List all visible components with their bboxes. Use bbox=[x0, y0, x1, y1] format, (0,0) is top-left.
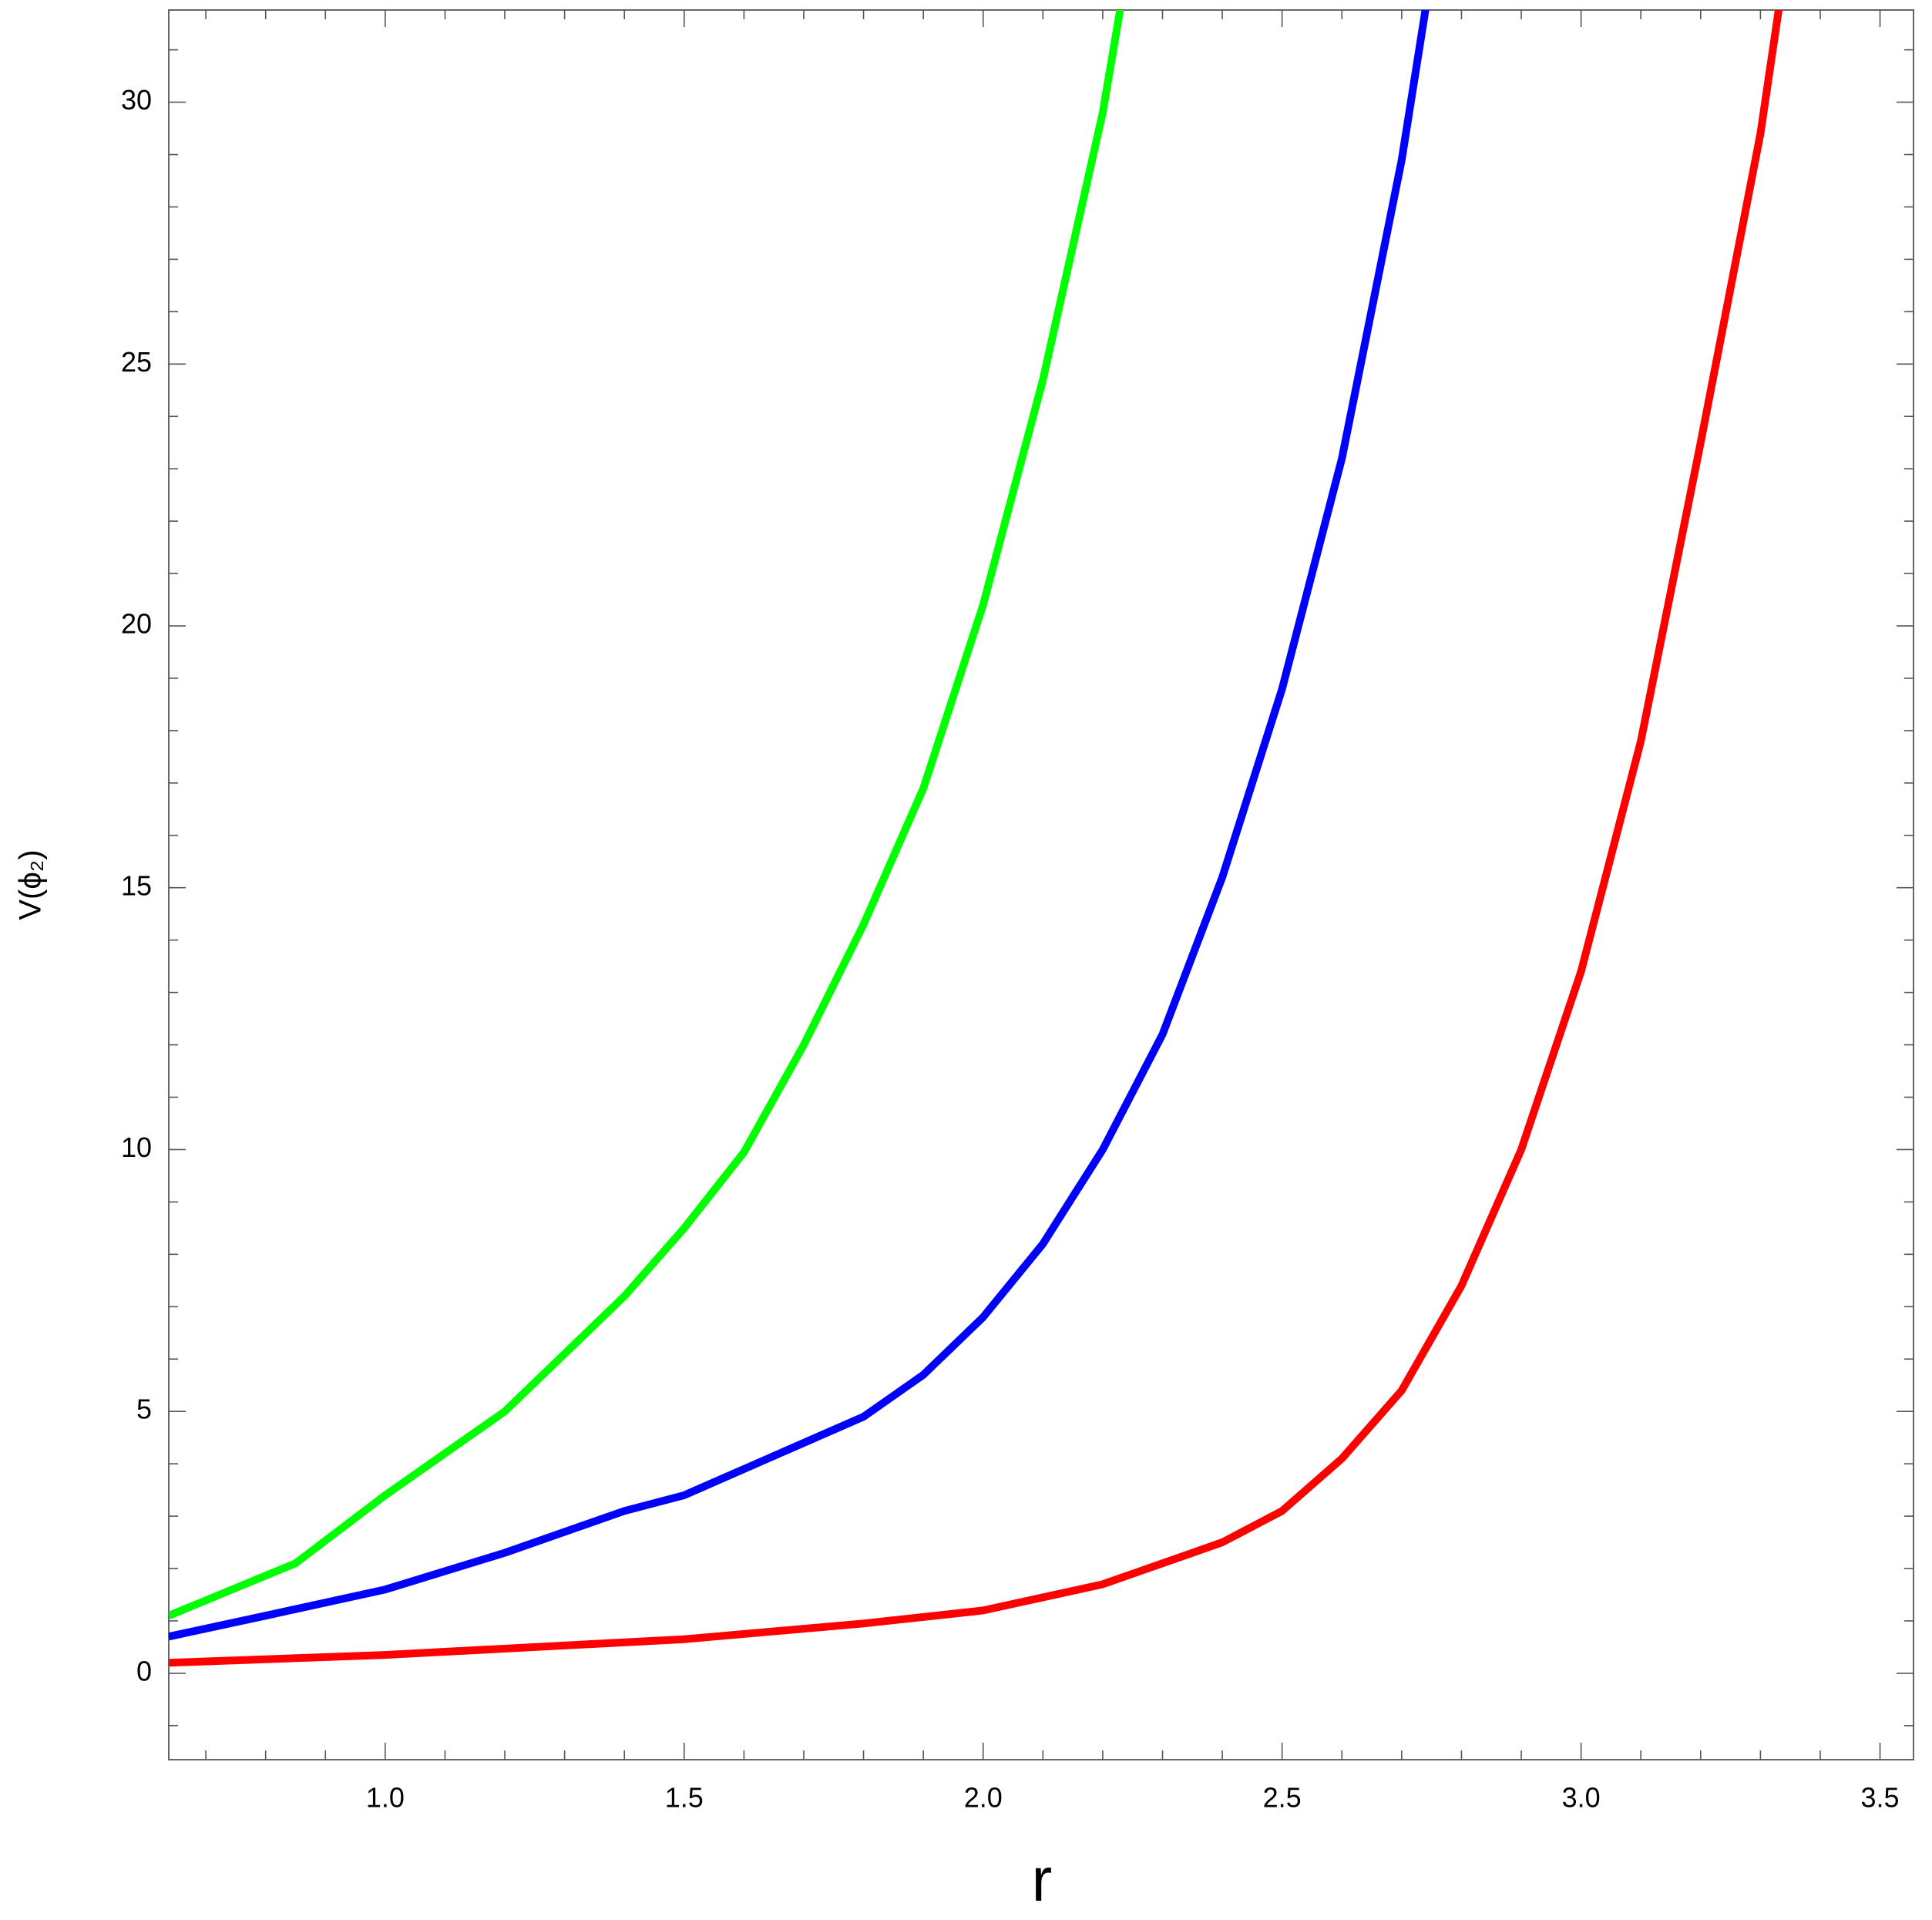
x-tick-label: 1.0 bbox=[366, 1782, 405, 1814]
y-axis-label: V(ϕ₂) bbox=[14, 849, 48, 920]
x-tick-label: 2.5 bbox=[1263, 1782, 1302, 1814]
curve bbox=[169, 10, 1783, 1667]
x-axis-label: r bbox=[1032, 1845, 1053, 1914]
y-tick-label: 20 bbox=[121, 608, 152, 640]
x-tick-label: 3.0 bbox=[1562, 1782, 1601, 1814]
x-tick-label: 3.5 bbox=[1861, 1782, 1900, 1814]
y-tick-label: 15 bbox=[121, 869, 152, 901]
curve bbox=[169, 10, 1124, 1619]
plot-frame bbox=[168, 9, 1914, 1760]
curves bbox=[169, 10, 1783, 1667]
y-tick-label: 0 bbox=[136, 1655, 152, 1686]
curve bbox=[169, 10, 1430, 1641]
y-tick-label: 30 bbox=[121, 84, 152, 116]
x-tick-label: 2.0 bbox=[964, 1782, 1003, 1814]
y-tick-label: 5 bbox=[136, 1394, 152, 1425]
x-tick-label: 1.5 bbox=[665, 1782, 704, 1814]
y-tick-label: 10 bbox=[121, 1131, 152, 1163]
y-tick-label: 25 bbox=[121, 346, 152, 378]
